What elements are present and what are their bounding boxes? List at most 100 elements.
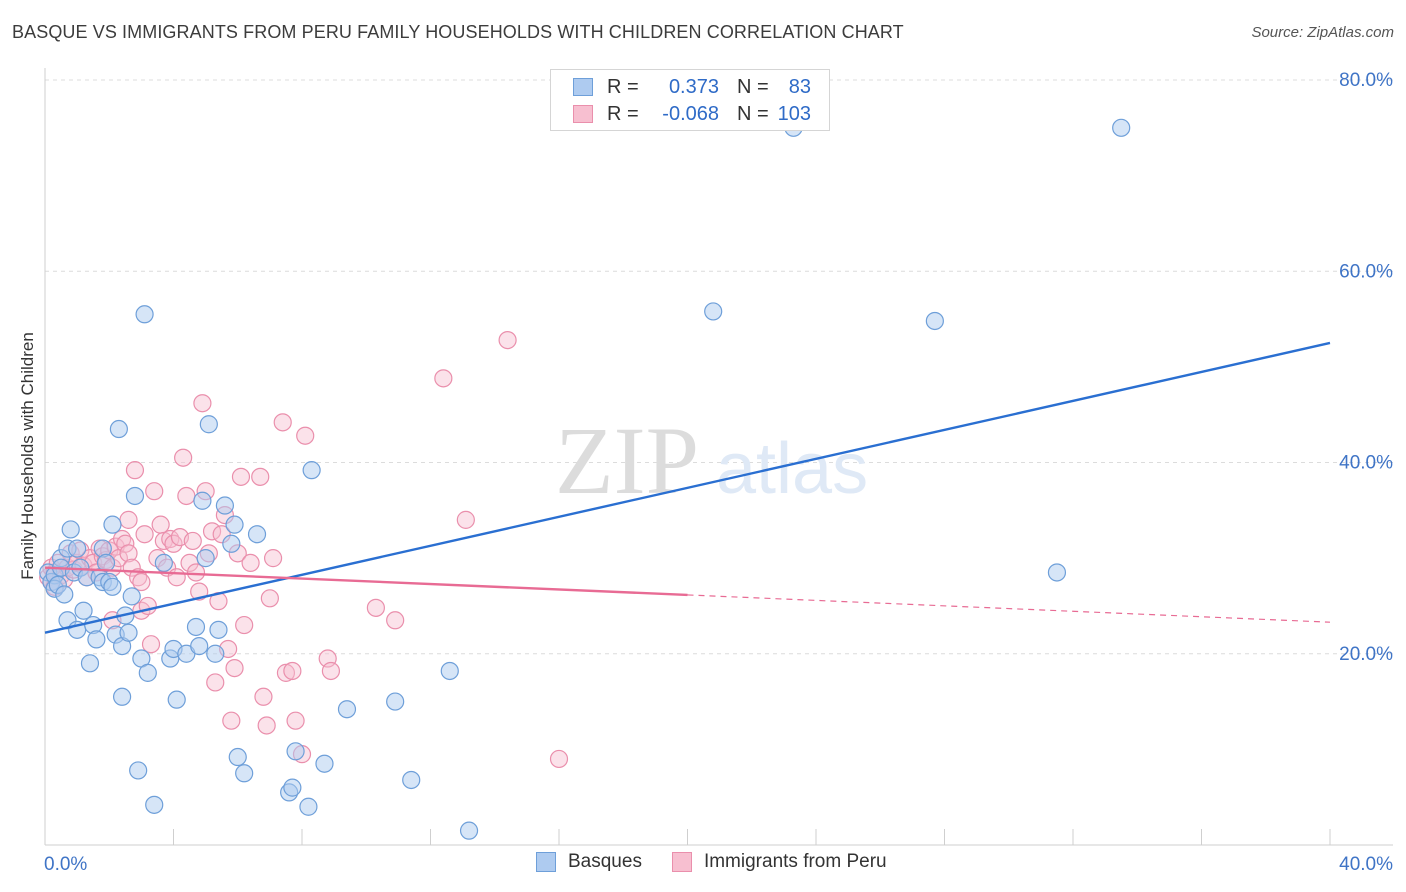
data-point-basque	[61, 520, 80, 539]
data-point-peru	[193, 394, 212, 413]
data-point-peru	[321, 661, 341, 681]
data-point-basque	[283, 778, 302, 797]
data-point-peru	[135, 525, 154, 544]
data-point-peru	[206, 673, 225, 692]
data-point-peru	[145, 482, 164, 501]
data-point-basque	[193, 491, 212, 510]
data-point-basque	[459, 821, 479, 840]
legend-swatch-basques	[573, 78, 593, 96]
data-point-peru	[119, 544, 138, 563]
data-point-basque	[228, 747, 247, 767]
legend-swatch-basques	[536, 852, 556, 872]
data-point-basque	[119, 623, 138, 642]
legend-r-value: -0.068	[662, 102, 719, 125]
data-point-peru	[283, 661, 302, 681]
legend-row-peru: R = -0.068 N = 103	[573, 101, 811, 127]
data-point-peru	[225, 658, 244, 678]
data-point-basque	[315, 754, 334, 773]
data-point-basque	[925, 311, 944, 331]
data-point-basque	[299, 797, 318, 816]
data-point-peru	[167, 568, 186, 587]
data-point-peru	[125, 461, 145, 480]
y-tick-label: 80.0%	[1339, 70, 1393, 91]
data-point-peru	[241, 553, 260, 573]
data-point-peru	[132, 572, 151, 592]
data-point-peru	[498, 331, 517, 350]
tick-labels: 20.0% 40.0% 60.0% 80.0% 0.0% 40.0%	[44, 70, 1393, 875]
data-point-basque	[199, 415, 218, 434]
trend-line-peru-extrapolated	[687, 594, 1331, 623]
data-point-basque	[103, 515, 122, 534]
data-point-peru	[164, 534, 183, 553]
data-point-basque	[87, 630, 106, 649]
legend-r-value: 0.373	[668, 75, 719, 98]
data-point-basque	[704, 302, 723, 321]
data-point-peru	[174, 448, 193, 467]
data-point-peru	[186, 563, 206, 582]
data-point-peru	[366, 598, 385, 617]
data-point-basque	[209, 620, 228, 639]
legend-n-label: N =	[737, 102, 769, 125]
legend-n-label: N =	[737, 75, 769, 98]
x-tick-label: 40.0%	[1339, 854, 1393, 875]
data-point-peru	[434, 369, 453, 388]
data-point-basque	[225, 515, 244, 534]
data-point-basque	[196, 549, 215, 568]
legend-item-basques[interactable]: Basques	[536, 851, 642, 873]
data-point-peru	[141, 635, 161, 654]
data-point-peru	[260, 589, 279, 608]
trend-line-basques	[44, 341, 1331, 634]
data-point-peru	[251, 467, 270, 486]
data-point-basque	[286, 742, 305, 761]
data-point-basque	[215, 496, 234, 515]
trend-lines	[44, 341, 1331, 634]
data-point-peru	[119, 510, 138, 529]
data-point-peru	[257, 716, 276, 735]
legend-label-peru: Immigrants from Peru	[703, 851, 887, 872]
y-tick-label: 20.0%	[1339, 644, 1393, 665]
legend-n-value: 103	[777, 102, 811, 125]
data-point-peru	[276, 663, 296, 682]
chart-title: BASQUE VS IMMIGRANTS FROM PERU FAMILY HO…	[12, 22, 904, 42]
data-point-peru	[116, 534, 135, 553]
data-point-peru	[386, 611, 405, 630]
data-point-basque	[154, 553, 173, 573]
data-point-basque	[122, 587, 141, 606]
data-point-peru	[273, 413, 292, 432]
data-point-peru	[286, 711, 305, 730]
data-point-peru	[549, 749, 569, 769]
data-point-basque	[80, 654, 100, 673]
data-point-basque	[1047, 563, 1067, 582]
data-point-peru	[183, 531, 202, 551]
data-point-basque	[386, 692, 405, 711]
data-point-peru	[456, 510, 475, 529]
watermark-zip: ZIP	[555, 407, 699, 514]
y-tick-label: 40.0%	[1339, 453, 1393, 474]
legend-r-label: R =	[607, 102, 639, 125]
data-point-basque	[125, 486, 145, 506]
data-point-peru	[254, 687, 273, 706]
data-point-basque	[1112, 118, 1131, 137]
data-point-basque	[440, 661, 459, 681]
data-point-basque	[302, 461, 321, 480]
legend-label-basques: Basques	[568, 851, 642, 872]
data-point-basque	[247, 525, 267, 544]
correlation-legend: R = 0.373 N = 83 R = -0.068 N = 103	[550, 69, 830, 131]
data-point-basque	[206, 644, 225, 663]
series-legend: Basques Immigrants from Peru	[536, 851, 917, 873]
data-point-basque	[337, 700, 357, 719]
data-point-basque	[135, 305, 154, 324]
legend-row-basques: R = 0.373 N = 83	[573, 74, 811, 100]
data-point-basque	[235, 764, 254, 783]
data-point-basque	[186, 617, 206, 637]
legend-item-peru[interactable]: Immigrants from Peru	[671, 851, 887, 873]
x-tick-label: 0.0%	[44, 854, 87, 875]
data-point-peru	[151, 515, 170, 534]
data-point-peru	[222, 711, 241, 730]
data-point-basque	[112, 687, 132, 706]
data-point-peru	[263, 549, 283, 568]
legend-swatch-peru	[671, 852, 692, 872]
legend-swatch-peru	[573, 105, 593, 123]
data-point-basque	[129, 761, 148, 780]
